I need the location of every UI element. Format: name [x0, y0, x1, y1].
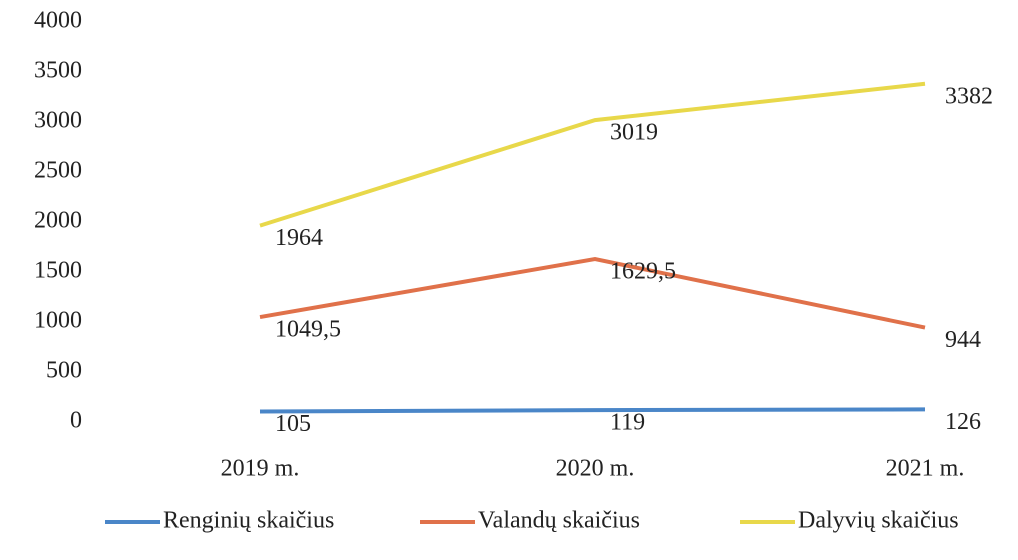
- y-tick-label: 0: [70, 408, 82, 434]
- legend-label: Renginių skaičius: [163, 508, 334, 534]
- y-tick-label: 2500: [34, 158, 82, 184]
- data-label: 1629,5: [610, 259, 676, 285]
- line-series: [259, 257, 926, 330]
- y-tick-label: 2000: [34, 208, 82, 234]
- data-label: 126: [945, 409, 981, 435]
- line-series: [259, 81, 926, 228]
- x-tick-label: 2019 m.: [221, 456, 300, 482]
- data-label: 105: [275, 411, 311, 437]
- data-label: 944: [945, 327, 981, 353]
- x-tick-label: 2021 m.: [886, 456, 965, 482]
- data-label: 3382: [945, 83, 993, 109]
- legend-label: Valandų skaičius: [478, 508, 640, 534]
- y-tick-label: 500: [46, 358, 82, 384]
- data-label: 119: [610, 410, 645, 436]
- y-tick-label: 3000: [34, 108, 82, 134]
- y-tick-label: 3500: [34, 58, 82, 84]
- y-tick-label: 1000: [34, 308, 82, 334]
- data-label: 1049,5: [275, 317, 341, 343]
- y-tick-label: 4000: [34, 8, 82, 34]
- line-series: [259, 407, 926, 414]
- y-tick-label: 1500: [34, 258, 82, 284]
- x-tick-label: 2020 m.: [556, 456, 635, 482]
- data-label: 1964: [275, 225, 323, 251]
- data-label: 3019: [610, 120, 658, 146]
- legend-label: Dalyvių skaičius: [798, 508, 959, 534]
